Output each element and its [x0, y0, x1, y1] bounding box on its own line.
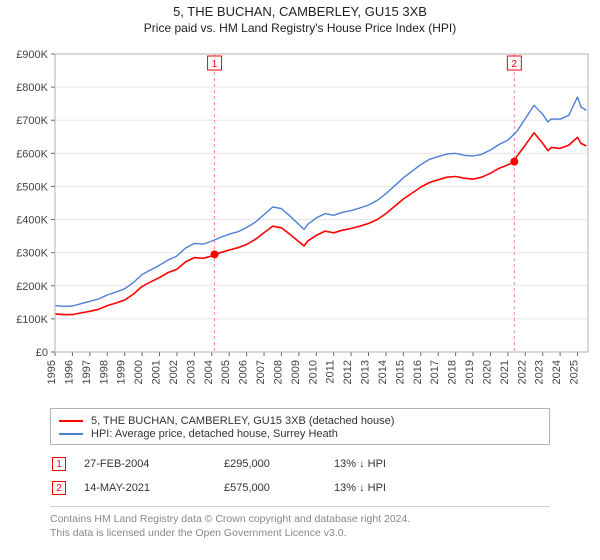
svg-text:2014: 2014 — [377, 360, 389, 384]
transaction-marker: 1 — [52, 457, 66, 471]
svg-text:£200K: £200K — [16, 281, 48, 293]
svg-text:£300K: £300K — [16, 248, 48, 260]
svg-text:£700K: £700K — [16, 115, 48, 127]
footer-line: This data is licensed under the Open Gov… — [50, 527, 550, 541]
svg-text:2007: 2007 — [255, 360, 267, 384]
table-row: 1 27-FEB-2004 £295,000 13% ↓ HPI — [50, 452, 550, 476]
svg-text:£500K: £500K — [16, 181, 48, 193]
svg-text:2024: 2024 — [551, 360, 563, 384]
table-row: 2 14-MAY-2021 £575,000 13% ↓ HPI — [50, 476, 550, 500]
svg-text:2015: 2015 — [394, 360, 406, 384]
svg-text:1996: 1996 — [63, 360, 75, 384]
transaction-price: £575,000 — [224, 482, 334, 494]
svg-text:2017: 2017 — [429, 360, 441, 384]
svg-text:£800K: £800K — [16, 82, 48, 94]
transaction-marker: 2 — [52, 481, 66, 495]
transaction-delta: 13% ↓ HPI — [334, 482, 454, 494]
legend-swatch — [59, 420, 83, 422]
svg-text:2005: 2005 — [220, 360, 232, 384]
svg-text:2000: 2000 — [133, 360, 145, 384]
svg-text:1995: 1995 — [46, 360, 58, 384]
svg-text:2: 2 — [512, 59, 518, 70]
footer: Contains HM Land Registry data © Crown c… — [50, 506, 550, 540]
svg-text:2018: 2018 — [447, 360, 459, 384]
svg-text:2012: 2012 — [342, 360, 354, 384]
svg-text:2010: 2010 — [307, 360, 319, 384]
legend-label: HPI: Average price, detached house, Surr… — [91, 428, 338, 440]
legend-swatch — [59, 433, 83, 435]
svg-text:£600K: £600K — [16, 148, 48, 160]
svg-text:2023: 2023 — [534, 360, 546, 384]
page-subtitle: Price paid vs. HM Land Registry's House … — [0, 19, 600, 35]
svg-text:2001: 2001 — [151, 360, 163, 384]
svg-text:1997: 1997 — [81, 360, 93, 384]
price-chart: £0 £100K £200K £300K £400K £500K £600K £700K £80… — [0, 48, 600, 400]
svg-text:2006: 2006 — [238, 360, 250, 384]
svg-text:2011: 2011 — [325, 360, 337, 384]
svg-text:2019: 2019 — [464, 360, 476, 384]
svg-text:2013: 2013 — [360, 360, 372, 384]
svg-text:1: 1 — [212, 59, 218, 70]
svg-text:2025: 2025 — [569, 360, 581, 384]
svg-text:1999: 1999 — [116, 360, 128, 384]
transaction-date: 14-MAY-2021 — [84, 482, 224, 494]
transaction-price: £295,000 — [224, 458, 334, 470]
svg-text:£100K: £100K — [16, 314, 48, 326]
svg-text:2022: 2022 — [516, 360, 528, 384]
svg-text:2002: 2002 — [168, 360, 180, 384]
svg-text:2004: 2004 — [203, 360, 215, 384]
svg-text:£900K: £900K — [16, 49, 48, 61]
legend-item: 5, THE BUCHAN, CAMBERLEY, GU15 3XB (deta… — [59, 415, 541, 427]
legend: 5, THE BUCHAN, CAMBERLEY, GU15 3XB (deta… — [50, 408, 550, 445]
transaction-date: 27-FEB-2004 — [84, 458, 224, 470]
svg-text:2003: 2003 — [185, 360, 197, 384]
svg-text:2020: 2020 — [481, 360, 493, 384]
svg-text:£400K: £400K — [16, 215, 48, 227]
transaction-delta: 13% ↓ HPI — [334, 458, 454, 470]
svg-text:1998: 1998 — [98, 360, 110, 384]
svg-text:£0: £0 — [36, 347, 48, 359]
svg-text:2008: 2008 — [272, 360, 284, 384]
svg-text:2016: 2016 — [412, 360, 424, 384]
svg-text:2009: 2009 — [290, 360, 302, 384]
legend-item: HPI: Average price, detached house, Surr… — [59, 428, 541, 440]
transactions-table: 1 27-FEB-2004 £295,000 13% ↓ HPI 2 14-MA… — [50, 452, 550, 500]
legend-label: 5, THE BUCHAN, CAMBERLEY, GU15 3XB (deta… — [91, 415, 394, 427]
svg-text:2021: 2021 — [499, 360, 511, 384]
page-title: 5, THE BUCHAN, CAMBERLEY, GU15 3XB — [0, 0, 600, 19]
footer-line: Contains HM Land Registry data © Crown c… — [50, 513, 550, 527]
